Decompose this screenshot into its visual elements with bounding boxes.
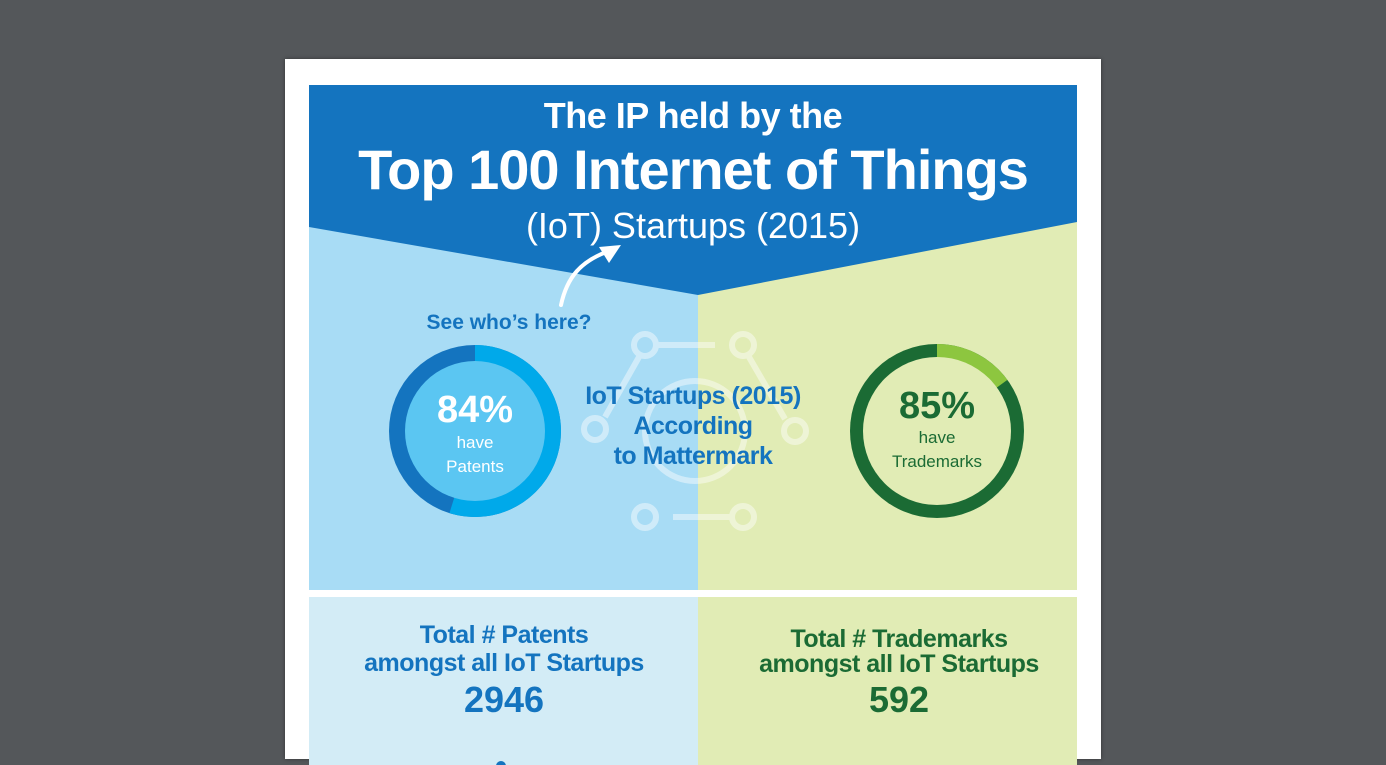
trademarks-ring-inner bbox=[863, 357, 1011, 505]
center-text-line-3: to Mattermark bbox=[613, 442, 773, 470]
patents-ring-chart bbox=[389, 345, 561, 517]
patents-ring-inner bbox=[405, 361, 545, 501]
trademarks-percent: 85% bbox=[898, 385, 976, 427]
trademarks-label: Trademarks bbox=[891, 452, 983, 471]
infographic: The IP held by the Top 100 Internet of T… bbox=[309, 85, 1077, 765]
patents-percent: 84% bbox=[436, 389, 514, 431]
see-whos-here-link[interactable]: See who’s here? bbox=[426, 311, 592, 334]
header-banner bbox=[309, 85, 1077, 295]
patents-total-line-2: amongst all IoT Startups bbox=[364, 649, 644, 677]
patents-have: have bbox=[456, 433, 494, 452]
trademarks-total-line-1: Total # Trademarks bbox=[790, 625, 1008, 653]
network-watermark-icon bbox=[581, 331, 809, 531]
trademarks-ring-chart bbox=[850, 344, 1024, 518]
title-line-3: (IoT) Startups (2015) bbox=[525, 205, 861, 246]
center-text-line-1: IoT Startups (2015) bbox=[585, 382, 801, 410]
trademarks-have: have bbox=[918, 428, 956, 447]
patents-total-line-1: Total # Patents bbox=[419, 621, 589, 649]
patents-label: Patents bbox=[446, 457, 504, 476]
center-text-line-2: According bbox=[633, 412, 753, 440]
title-line-1: The IP held by the bbox=[543, 95, 843, 136]
trademarks-total-value: 592 bbox=[868, 679, 930, 720]
document-page: The IP held by the Top 100 Internet of T… bbox=[285, 59, 1101, 765]
patents-total-value: 2946 bbox=[463, 679, 545, 720]
title-line-2: Top 100 Internet of Things bbox=[358, 138, 1029, 201]
curved-arrow-icon bbox=[559, 245, 621, 307]
trademarks-total-line-2: amongst all IoT Startups bbox=[759, 650, 1039, 678]
